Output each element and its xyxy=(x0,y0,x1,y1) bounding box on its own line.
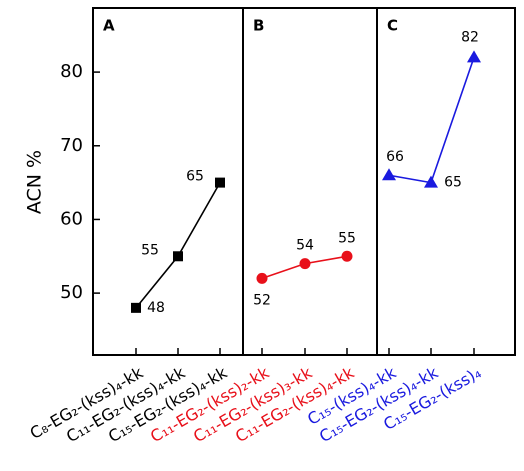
data-label: 55 xyxy=(141,242,159,258)
y-tick-label: 80 xyxy=(60,61,83,82)
y-tick-label: 70 xyxy=(60,135,83,156)
data-label: 66 xyxy=(386,149,404,165)
y-tick-label: 50 xyxy=(60,282,83,303)
data-label: 65 xyxy=(444,175,462,191)
marker xyxy=(131,302,141,313)
marker xyxy=(215,177,225,188)
data-label: 52 xyxy=(253,292,271,308)
panel-label: C xyxy=(387,17,398,35)
panel-label: B xyxy=(253,17,264,35)
marker xyxy=(424,175,438,188)
data-label: 55 xyxy=(338,230,356,246)
panel-label: A xyxy=(103,17,115,35)
plot-frame xyxy=(92,7,516,356)
marker xyxy=(256,272,268,284)
marker xyxy=(173,251,183,262)
data-label: 48 xyxy=(147,300,165,316)
marker xyxy=(467,50,481,63)
y-axis-label: ACN % xyxy=(24,150,46,214)
data-label: 82 xyxy=(461,29,479,45)
data-label: 65 xyxy=(186,169,204,185)
marker xyxy=(382,168,396,181)
marker xyxy=(341,250,353,262)
y-tick-label: 60 xyxy=(60,208,83,229)
marker xyxy=(299,258,311,270)
data-label: 54 xyxy=(296,238,314,254)
